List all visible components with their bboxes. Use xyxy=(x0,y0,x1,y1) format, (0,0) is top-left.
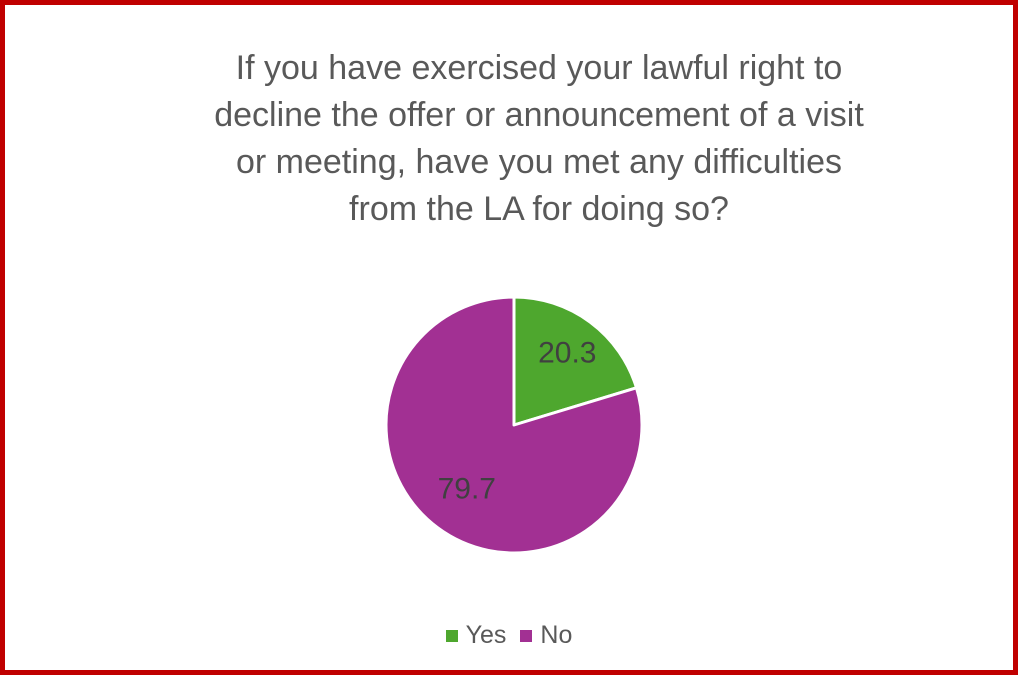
legend-marker-no xyxy=(520,629,533,642)
chart-title: If you have exercised your lawful right … xyxy=(214,49,864,228)
chart-legend: Yes No xyxy=(5,621,1013,650)
legend-label-yes: Yes xyxy=(465,621,507,649)
data-label-no: 79.7 xyxy=(438,472,496,505)
legend-marker-yes xyxy=(445,629,458,642)
legend-label-no: No xyxy=(540,621,573,649)
pie-slice-no xyxy=(384,295,644,555)
legend-item-yes: Yes xyxy=(445,621,507,650)
pie-slice-yes xyxy=(512,295,638,427)
pie-data-labels: 20.3 79.7 xyxy=(438,337,597,506)
legend-item-no: No xyxy=(520,621,572,650)
data-label-yes: 20.3 xyxy=(538,337,596,370)
pie-slices xyxy=(384,295,644,555)
pie-chart: 20.3 79.7 xyxy=(384,295,644,555)
